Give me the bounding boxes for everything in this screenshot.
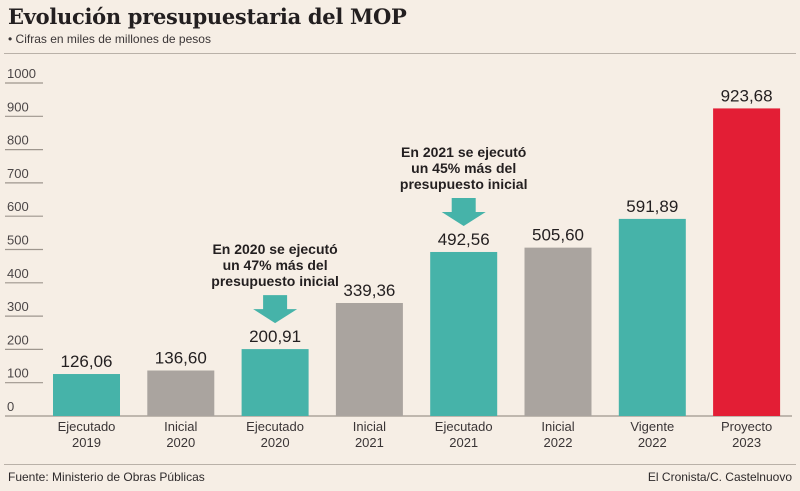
value-label: 339,36: [343, 281, 395, 300]
x-tick-label: 2022: [638, 435, 667, 450]
value-label: 200,91: [249, 327, 301, 346]
value-label: 505,60: [532, 226, 584, 245]
bar-ejecutado: [53, 374, 120, 416]
y-tick-label: 900: [7, 99, 29, 114]
y-tick-label: 500: [7, 233, 29, 248]
y-tick-label: 1000: [7, 66, 36, 81]
annotation-text: En 2021 se ejecutó: [401, 144, 526, 160]
x-tick-label: Inicial: [164, 419, 197, 434]
y-tick-label: 100: [7, 366, 29, 381]
value-label: 136,60: [155, 349, 207, 368]
y-tick-label: 400: [7, 266, 29, 281]
x-tick-label: 2019: [72, 435, 101, 450]
x-tick-label: 2021: [449, 435, 478, 450]
chart-subtitle: • Cifras en miles de millones de pesos: [8, 32, 211, 46]
value-label: 923,68: [721, 86, 773, 105]
y-tick-label: 800: [7, 133, 29, 148]
y-tick-label: 700: [7, 166, 29, 181]
x-axis: Ejecutado2019Inicial2020Ejecutado2020Ini…: [58, 419, 773, 450]
bar-inicial: [524, 247, 592, 416]
down-arrow-icon: [253, 295, 298, 324]
x-tick-label: Vigente: [630, 419, 674, 434]
annotation-text: presupuesto inicial: [211, 273, 339, 289]
value-label: 126,06: [61, 352, 113, 371]
footer-divider: [4, 464, 796, 465]
bar-vigente: [618, 218, 686, 416]
chart-title: Evolución presupuestaria del MOP: [8, 4, 407, 29]
y-tick-label: 200: [7, 332, 29, 347]
x-tick-label: 2022: [544, 435, 573, 450]
credit-note: El Cronista/C. Castelnuovo: [647, 470, 792, 484]
bar-inicial: [147, 370, 215, 416]
x-tick-label: 2020: [261, 435, 290, 450]
x-tick-label: 2020: [166, 435, 195, 450]
header-divider: [4, 53, 796, 54]
x-tick-label: 2023: [732, 435, 761, 450]
x-tick-label: Ejecutado: [435, 419, 493, 434]
y-tick-label: 0: [7, 399, 14, 414]
annotation-text: un 45% más del: [411, 160, 516, 176]
annotation-text: En 2020 se ejecutó: [212, 241, 337, 257]
x-tick-label: Proyecto: [721, 419, 772, 434]
y-tick-label: 300: [7, 299, 29, 314]
x-tick-label: Ejecutado: [58, 419, 116, 434]
y-tick-label: 600: [7, 199, 29, 214]
x-tick-label: Inicial: [541, 419, 574, 434]
bar-proyecto: [713, 108, 781, 417]
annotation-text: un 47% más del: [223, 257, 328, 273]
annotation-text: presupuesto inicial: [400, 176, 528, 192]
value-label: 591,89: [626, 197, 678, 216]
bars: 126,06 136,60 200,91 339,36 492,56 505,60 591,…: [53, 86, 781, 417]
x-tick-label: Inicial: [353, 419, 386, 434]
bar-inicial: [335, 302, 403, 416]
x-tick-label: 2021: [355, 435, 384, 450]
x-tick-label: Ejecutado: [246, 419, 304, 434]
down-arrow-icon: [441, 197, 486, 226]
value-label: 492,56: [438, 230, 490, 249]
bar-ejecutado: [241, 349, 309, 416]
source-note: Fuente: Ministerio de Obras Públicas: [8, 470, 205, 484]
bar-ejecutado: [430, 251, 498, 416]
